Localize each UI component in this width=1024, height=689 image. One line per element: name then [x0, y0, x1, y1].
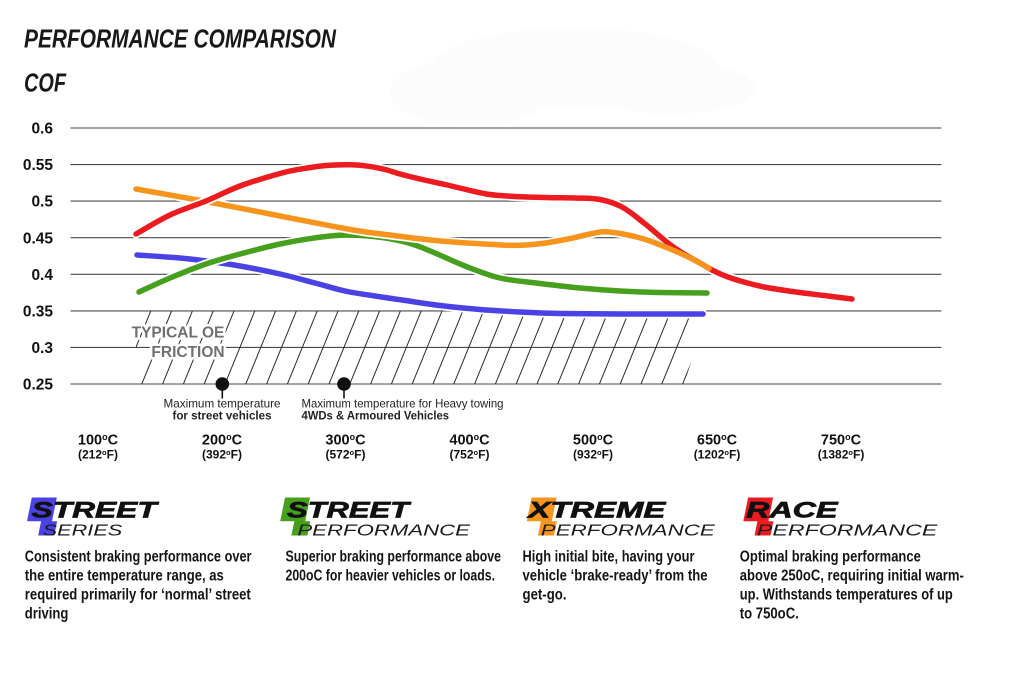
svg-text:(572oF): (572oF)	[326, 448, 366, 462]
svg-text:300oC: 300oC	[325, 432, 366, 449]
svg-text:up. Withstands temperatures of: up. Withstands temperatures of up	[740, 587, 953, 604]
svg-text:0.4: 0.4	[31, 267, 53, 284]
svg-text:the entire temperature range,: the entire temperature range, as	[25, 568, 224, 585]
svg-text:required primarily for ‘normal: required primarily for ‘normal’ street	[25, 587, 251, 604]
svg-text:Maximum temperature: Maximum temperature	[164, 397, 281, 411]
svg-text:0.5: 0.5	[31, 194, 53, 211]
svg-text:650oC: 650oC	[697, 432, 738, 449]
svg-text:0.45: 0.45	[23, 230, 54, 247]
svg-text:XTREME: XTREME	[525, 497, 666, 522]
svg-text:200oC for heavier vehicles or: 200oC for heavier vehicles or loads.	[286, 568, 496, 585]
svg-text:500oC: 500oC	[573, 432, 614, 449]
svg-text:PERFORMANCE COMPARISON: PERFORMANCE COMPARISON	[24, 24, 337, 54]
svg-text:COF: COF	[24, 68, 67, 98]
svg-text:High initial bite, having your: High initial bite, having your	[523, 549, 695, 566]
svg-text:SERIES: SERIES	[43, 522, 123, 539]
svg-text:PERFORMANCE: PERFORMANCE	[757, 522, 938, 539]
svg-text:to 750oC.: to 750oC.	[740, 606, 799, 623]
svg-text:(752oF): (752oF)	[450, 448, 490, 462]
svg-text:100oC: 100oC	[78, 432, 119, 449]
svg-text:Consistent braking performance: Consistent braking performance over	[25, 549, 252, 566]
svg-text:(212oF): (212oF)	[78, 448, 118, 462]
svg-text:0.6: 0.6	[31, 121, 53, 138]
svg-text:(392oF): (392oF)	[202, 448, 242, 462]
svg-text:PERFORMANCE: PERFORMANCE	[541, 522, 715, 539]
svg-text:0.25: 0.25	[23, 377, 54, 394]
svg-text:RACE: RACE	[746, 497, 839, 522]
svg-text:(1202oF): (1202oF)	[694, 448, 741, 462]
svg-text:400oC: 400oC	[449, 432, 490, 449]
svg-text:200oC: 200oC	[202, 432, 243, 449]
svg-text:vehicle ‘brake-ready’ from the: vehicle ‘brake-ready’ from the	[523, 568, 708, 585]
svg-text:Superior braking performance a: Superior braking performance above	[286, 549, 502, 566]
svg-text:driving: driving	[25, 606, 69, 623]
svg-text:FRICTION: FRICTION	[151, 344, 224, 361]
svg-text:Maximum temperature for Heavy: Maximum temperature for Heavy towing	[302, 397, 504, 411]
svg-text:0.55: 0.55	[23, 157, 54, 174]
svg-text:4WDs & Armoured Vehicles: 4WDs & Armoured Vehicles	[302, 409, 450, 423]
svg-text:STREET: STREET	[32, 497, 160, 522]
svg-text:above 250oC, requiring initial: above 250oC, requiring initial warm-	[740, 568, 964, 585]
svg-text:Optimal braking performance: Optimal braking performance	[740, 549, 921, 566]
svg-text:for street vehicles: for street vehicles	[173, 409, 272, 423]
svg-text:(932oF): (932oF)	[573, 448, 613, 462]
svg-text:0.3: 0.3	[31, 340, 53, 357]
svg-text:STREET: STREET	[287, 497, 412, 522]
svg-text:0.35: 0.35	[23, 304, 54, 321]
svg-text:750oC: 750oC	[821, 432, 862, 449]
svg-text:get-go.: get-go.	[523, 587, 567, 604]
svg-text:PERFORMANCE: PERFORMANCE	[297, 522, 470, 539]
svg-text:(1382oF): (1382oF)	[818, 448, 865, 462]
svg-text:TYPICAL OE: TYPICAL OE	[132, 325, 225, 342]
